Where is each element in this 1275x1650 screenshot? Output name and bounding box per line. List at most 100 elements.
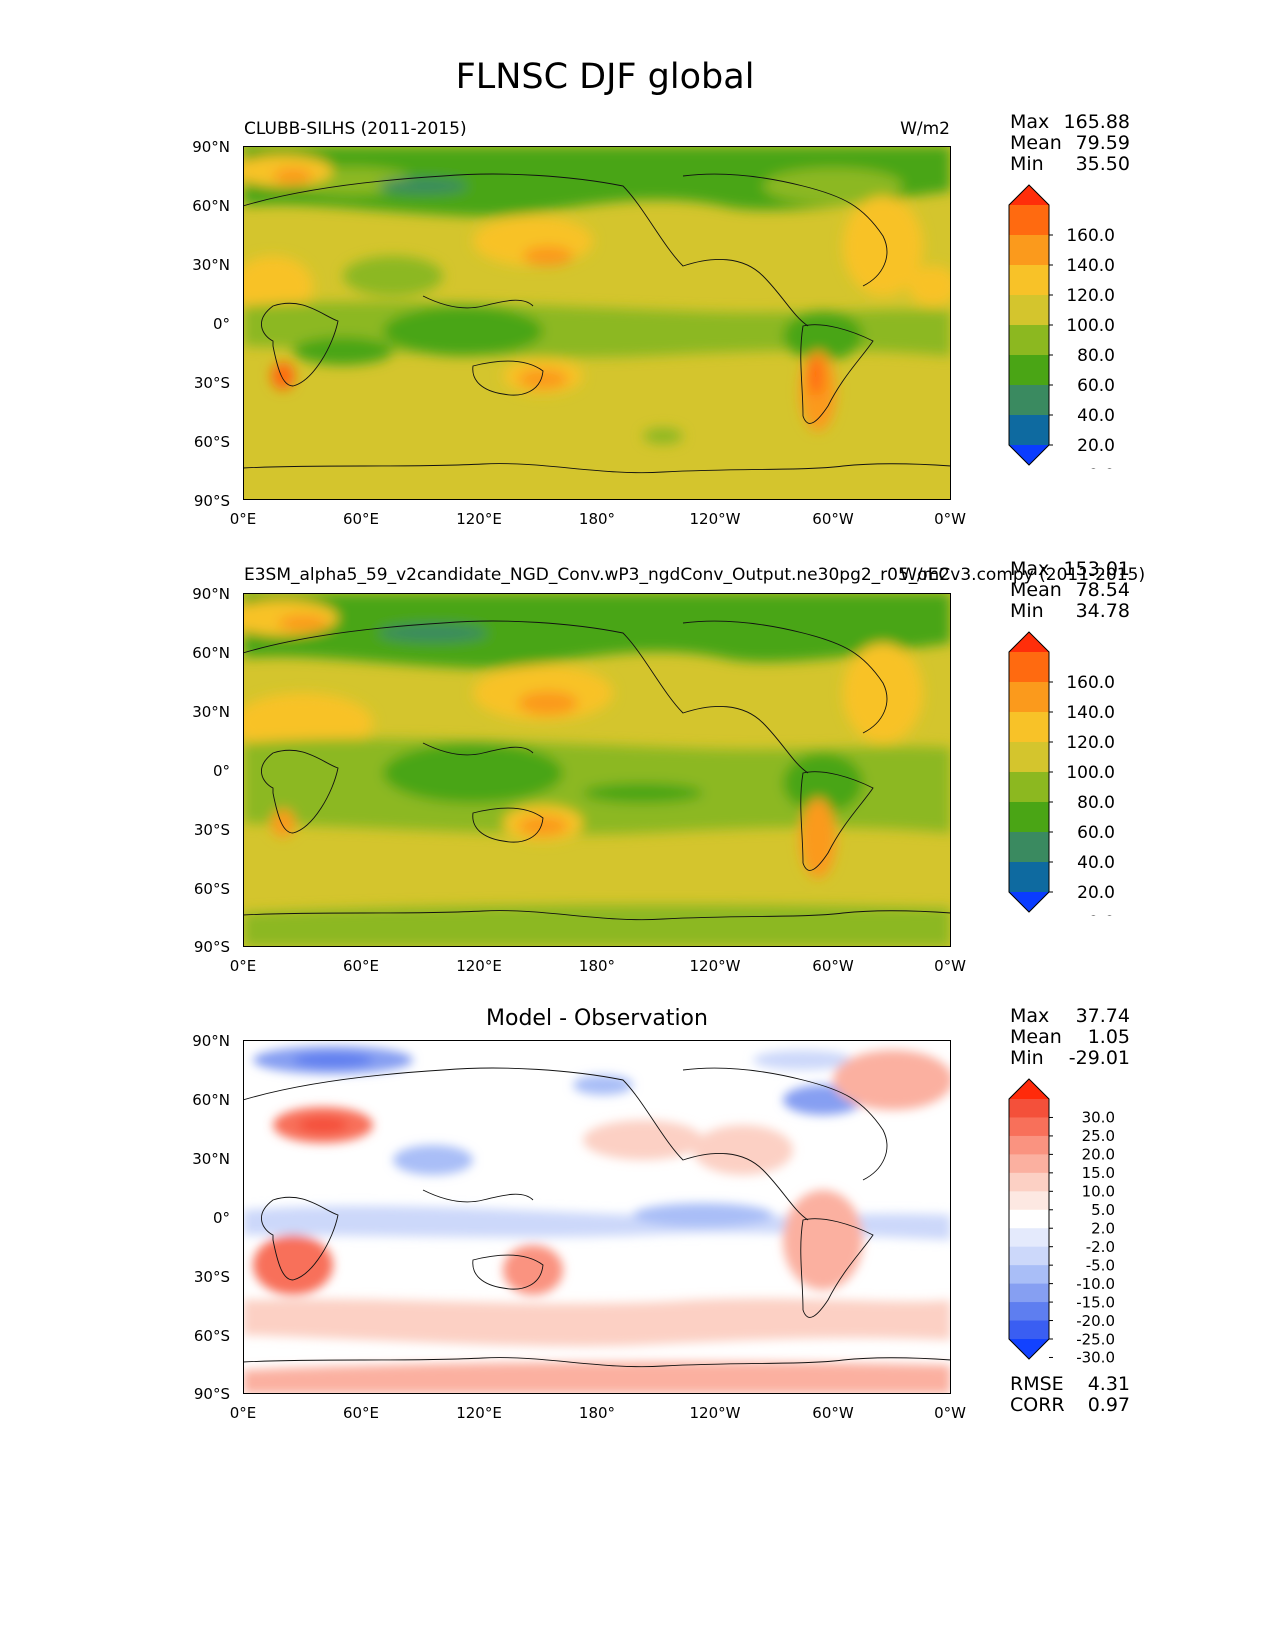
colorbar-segment — [1009, 1209, 1049, 1229]
lat-tick: 30°N — [192, 256, 230, 274]
stat-label: Min — [1010, 1047, 1044, 1069]
lon-tick: 60°W — [812, 1404, 854, 1422]
figure-title: FLNSC DJF global — [455, 57, 755, 97]
lon-tick: 120°E — [456, 1404, 502, 1422]
colorbar-segment — [1009, 772, 1049, 803]
colorbar-extend-min — [1009, 445, 1049, 465]
colorbar-extend-min — [1009, 1339, 1049, 1359]
colorbar-label: 20.0 — [1082, 1146, 1115, 1164]
colorbar-segment — [1009, 1154, 1049, 1174]
colorbar-label: 80.0 — [1077, 346, 1115, 366]
colorbar-segment — [1009, 325, 1049, 356]
rmse-label: RMSE — [1010, 1373, 1064, 1395]
stat-label: Mean — [1010, 579, 1062, 601]
colorbar-segment — [1009, 415, 1049, 446]
colorbar-label: 15.0 — [1082, 1164, 1115, 1182]
lon-tick: 120°W — [689, 1404, 741, 1422]
lat-tick: 60°N — [192, 197, 230, 215]
panel-1-colorbar: 160.0 140.0 120.0 100.0 80.0 60.0 40.0 20.0 0.0 — [1008, 184, 1115, 469]
colorbar-label: 10.0 — [1082, 1183, 1115, 1201]
colorbar-segment — [1009, 265, 1049, 296]
stat-value: 37.74 — [1075, 1005, 1130, 1027]
colorbar-label: 5.0 — [1091, 1201, 1115, 1219]
stat-value: 1.05 — [1087, 1026, 1130, 1048]
stat-value: 79.59 — [1075, 132, 1130, 154]
colorbar-segment — [1009, 682, 1049, 713]
lat-tick: 90°S — [193, 1385, 230, 1403]
colorbar-label: 120.0 — [1066, 733, 1115, 753]
colorbar-segment — [1009, 1265, 1049, 1285]
panel-2-stats: Max 153.01 Mean 78.54 Min 34.78 — [1010, 558, 1130, 624]
panel-3-stats: Max 37.74 Mean 1.05 Min -29.01 — [1010, 1005, 1130, 1071]
colorbar-segment — [1009, 235, 1049, 266]
stat-label: Max — [1010, 558, 1050, 580]
lon-tick: 60°E — [342, 957, 380, 975]
lon-tick: 60°E — [342, 1404, 380, 1422]
lon-tick: 120°E — [456, 510, 502, 528]
colorbar-extend-min — [1009, 892, 1049, 912]
colorbar-label: 100.0 — [1066, 316, 1115, 336]
colorbar-label: 20.0 — [1077, 436, 1115, 456]
stat-label: Max — [1010, 111, 1050, 133]
lat-tick: 0° — [212, 1209, 230, 1227]
colorbar-segment — [1009, 355, 1049, 386]
panel-1-units: W/m2 — [900, 119, 950, 139]
lat-tick: 0° — [212, 762, 230, 780]
panel-2-map — [243, 593, 951, 947]
corr-label: CORR — [1010, 1394, 1065, 1416]
panel-3-map — [243, 1040, 951, 1394]
stat-label: Max — [1010, 1005, 1050, 1027]
lat-tick: 60°S — [193, 880, 230, 898]
colorbar-segment — [1009, 1320, 1049, 1340]
colorbar-extend-max — [1009, 185, 1049, 205]
stat-value: 153.01 — [1063, 558, 1130, 580]
colorbar-segment — [1009, 1117, 1049, 1137]
lon-tick: 0°E — [229, 1404, 257, 1422]
colorbar-label: -2.0 — [1086, 1238, 1115, 1256]
lat-tick: 90°S — [193, 492, 230, 510]
lon-tick: 60°W — [812, 957, 854, 975]
colorbar-segment — [1009, 1099, 1049, 1119]
colorbar-segment — [1009, 1191, 1049, 1211]
lat-tick: 0° — [212, 315, 230, 333]
lat-tick: 30°S — [193, 821, 230, 839]
lat-tick: 30°N — [192, 703, 230, 721]
lon-tick: 0°W — [934, 957, 966, 975]
lat-tick: 90°S — [193, 938, 230, 956]
colorbar-extend-max — [1009, 632, 1049, 652]
lat-tick: 60°S — [193, 433, 230, 451]
lat-tick: 60°N — [192, 1091, 230, 1109]
lat-tick: 90°N — [192, 138, 230, 156]
colorbar-label: -15.0 — [1076, 1293, 1115, 1311]
colorbar-segment — [1009, 652, 1049, 683]
lon-tick: 0°E — [229, 510, 257, 528]
colorbar-label: 40.0 — [1077, 406, 1115, 426]
colorbar-segment — [1009, 1135, 1049, 1155]
stat-value: 78.54 — [1075, 579, 1130, 601]
stat-label: Mean — [1010, 1026, 1062, 1048]
lat-tick: 30°S — [193, 374, 230, 392]
colorbar-label: 0.0 — [1088, 466, 1115, 469]
colorbar-segment — [1009, 742, 1049, 773]
colorbar-label: 40.0 — [1077, 853, 1115, 873]
colorbar-segment — [1009, 832, 1049, 863]
colorbar-segment — [1009, 205, 1049, 236]
lon-tick: 120°W — [689, 510, 741, 528]
colorbar-label: 140.0 — [1066, 256, 1115, 276]
panel-2-units: W/m2 — [900, 565, 950, 585]
stat-label: Mean — [1010, 132, 1062, 154]
colorbar-label: 80.0 — [1077, 793, 1115, 813]
stat-value: 165.88 — [1063, 111, 1130, 133]
lon-tick: 0°W — [934, 1404, 966, 1422]
colorbar-segment — [1009, 295, 1049, 326]
panel-3-title: Model - Observation — [486, 1006, 708, 1031]
colorbar-outline — [1008, 184, 1050, 466]
lon-tick: 120°W — [689, 957, 741, 975]
colorbar-segment — [1009, 1228, 1049, 1248]
colorbar-label: 60.0 — [1077, 823, 1115, 843]
colorbar-label: 60.0 — [1077, 376, 1115, 396]
colorbar-label: 2.0 — [1091, 1219, 1115, 1237]
colorbar-label: -25.0 — [1076, 1330, 1115, 1348]
colorbar-outline — [1008, 631, 1050, 913]
